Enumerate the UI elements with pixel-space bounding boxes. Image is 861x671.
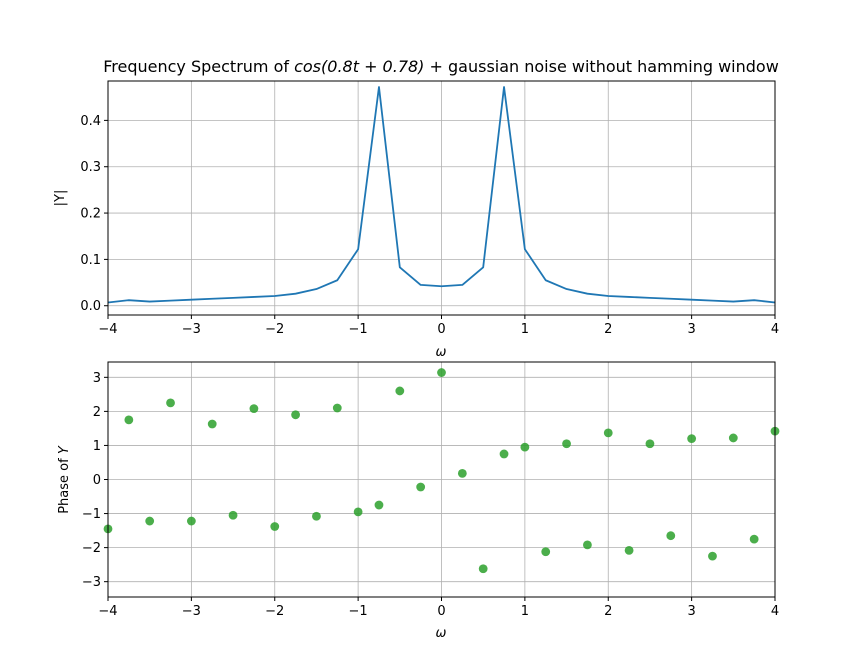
x-tick-label: −3: [182, 604, 201, 619]
x-tick-label: −4: [98, 322, 117, 337]
phase-panel: −4 −3 −2 −1 0 1 2 3 4 −3 −2 −1 0 1 2 3 ω Phase of Y: [57, 361, 780, 641]
phase-point: [312, 511, 321, 521]
x-tick-label: 2: [604, 604, 612, 619]
x-tick-label: 4: [771, 322, 779, 337]
phase-point: [291, 410, 300, 420]
phase-point: [186, 516, 196, 526]
phase-point: [270, 522, 280, 531]
y-tick-label: 2: [93, 405, 101, 420]
phase-point: [249, 404, 259, 414]
phase-point: [520, 442, 530, 452]
x-tick-label: −2: [265, 604, 284, 619]
phase-point: [499, 449, 509, 459]
y-tick-label: 0.4: [80, 114, 101, 129]
phase-point: [749, 534, 759, 544]
phase-point: [437, 368, 446, 377]
magnitude-marks: [107, 86, 776, 304]
y-tick-label: 0.3: [80, 160, 101, 175]
magnitude-y-axis-label: |Y|: [53, 190, 68, 207]
phase-point: [728, 433, 738, 443]
phase-point: [603, 428, 613, 438]
phase-x-axis-label: ω: [436, 626, 447, 641]
phase-point: [708, 551, 717, 561]
x-tick-label: −1: [349, 604, 368, 619]
phase-point: [207, 419, 217, 429]
x-tick-label: 1: [521, 604, 529, 619]
x-tick-label: 0: [437, 322, 445, 337]
spectrum-line: [107, 86, 776, 304]
y-tick-label: 3: [93, 371, 101, 386]
y-tick-label: 0.2: [80, 207, 101, 222]
y-tick-label: 1: [93, 439, 101, 454]
x-tick-label: −1: [349, 322, 368, 337]
x-tick-label: 3: [687, 604, 695, 619]
magnitude-grid: [107, 81, 776, 315]
phase-point: [583, 540, 592, 550]
x-tick-label: −3: [182, 322, 201, 337]
phase-point: [416, 482, 426, 492]
x-tick-label: 2: [604, 322, 612, 337]
x-tick-label: −2: [265, 322, 284, 337]
y-tick-label: 0: [93, 473, 101, 488]
phase-point: [666, 531, 676, 541]
phase-grid: [107, 362, 776, 597]
phase-point: [457, 468, 467, 478]
x-tick-label: 0: [437, 604, 445, 619]
phase-point: [353, 507, 363, 517]
phase-point: [478, 564, 488, 574]
x-tick-label: 3: [687, 322, 695, 337]
phase-point: [562, 439, 571, 449]
phase-point: [624, 545, 634, 555]
phase-point: [332, 403, 342, 413]
chart-title: Frequency Spectrum of cos(0.8t + 0.78) +…: [103, 57, 779, 76]
x-tick-label: 4: [771, 604, 779, 619]
y-tick-label: 0.0: [80, 299, 101, 314]
phase-point: [374, 500, 384, 510]
phase-point: [145, 516, 155, 526]
phase-marks: [103, 368, 780, 574]
y-tick-label: −3: [82, 575, 101, 590]
phase-point: [166, 398, 175, 408]
phase-point: [541, 547, 551, 557]
x-tick-label: 1: [521, 322, 529, 337]
magnitude-panel: Frequency Spectrum of cos(0.8t + 0.78) +…: [53, 57, 779, 360]
phase-point: [395, 386, 405, 396]
phase-point: [687, 434, 697, 444]
phase-point: [645, 439, 655, 449]
phase-y-axis-label: Phase of Y: [57, 445, 72, 514]
phase-point: [124, 415, 134, 425]
phase-ticks: −4 −3 −2 −1 0 1 2 3 4 −3 −2 −1 0 1 2 3: [82, 371, 779, 619]
phase-point: [228, 510, 238, 520]
magnitude-ticks: −4 −3 −2 −1 0 1 2 3 4 0.0 0.1 0.2 0.3 0.4: [80, 114, 779, 337]
x-tick-label: −4: [98, 604, 117, 619]
y-tick-label: 0.1: [80, 253, 101, 268]
magnitude-x-axis-label: ω: [436, 345, 447, 360]
y-tick-label: −1: [82, 507, 101, 522]
y-tick-label: −2: [82, 541, 101, 556]
